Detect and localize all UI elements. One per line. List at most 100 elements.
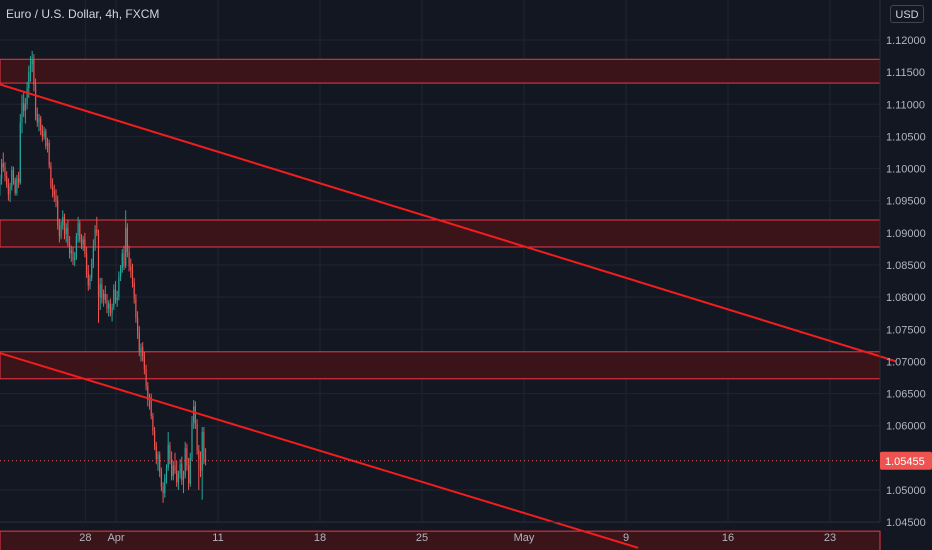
candle[interactable] — [67, 227, 69, 245]
candle[interactable] — [179, 464, 181, 474]
candle[interactable] — [48, 142, 50, 166]
trendline[interactable] — [0, 352, 639, 549]
candle[interactable] — [155, 446, 157, 460]
candle[interactable] — [31, 59, 33, 65]
candle[interactable] — [186, 448, 188, 466]
candle[interactable] — [89, 277, 91, 286]
candle[interactable] — [16, 178, 18, 193]
candle[interactable] — [131, 270, 134, 283]
candle[interactable] — [23, 103, 25, 111]
candle[interactable] — [19, 122, 21, 183]
candle[interactable] — [199, 459, 202, 471]
candle[interactable] — [198, 450, 200, 460]
candle[interactable] — [29, 64, 32, 73]
candle[interactable] — [189, 457, 191, 484]
candle[interactable] — [162, 486, 164, 494]
candle[interactable] — [126, 227, 128, 253]
currency-button[interactable]: USD — [890, 5, 924, 23]
candle[interactable] — [63, 216, 66, 235]
candle[interactable] — [87, 272, 89, 286]
candle[interactable] — [182, 475, 185, 481]
candle[interactable] — [97, 232, 100, 298]
candle[interactable] — [70, 250, 72, 254]
candle[interactable] — [75, 236, 77, 258]
candle[interactable] — [50, 165, 52, 187]
candle[interactable] — [125, 227, 127, 267]
candle[interactable] — [150, 396, 152, 417]
candle[interactable] — [53, 191, 55, 196]
candle[interactable] — [82, 239, 84, 245]
candle[interactable] — [159, 454, 161, 472]
candle[interactable] — [43, 131, 45, 137]
candle[interactable] — [201, 432, 203, 471]
candle[interactable] — [14, 180, 16, 193]
candle[interactable] — [85, 253, 88, 273]
candle[interactable] — [104, 293, 106, 301]
candle[interactable] — [7, 184, 9, 195]
candle[interactable] — [152, 416, 154, 431]
candle[interactable] — [99, 284, 101, 298]
candle[interactable] — [203, 432, 205, 460]
candle[interactable] — [72, 250, 74, 260]
resistance-zone[interactable] — [0, 58, 881, 84]
candle[interactable] — [118, 276, 120, 298]
candle[interactable] — [77, 223, 79, 237]
candle[interactable] — [92, 245, 94, 264]
candle[interactable] — [9, 186, 11, 195]
candle[interactable] — [169, 445, 171, 460]
candle[interactable] — [133, 283, 135, 299]
candle[interactable] — [36, 113, 38, 123]
candle[interactable] — [119, 268, 122, 277]
candle[interactable] — [34, 85, 37, 114]
candle[interactable] — [101, 284, 103, 299]
candle[interactable] — [80, 239, 83, 245]
candle[interactable] — [60, 225, 62, 237]
candle[interactable] — [196, 424, 198, 451]
candle[interactable] — [145, 369, 147, 386]
candle[interactable] — [143, 356, 145, 370]
candle[interactable] — [51, 186, 54, 192]
candle[interactable] — [204, 459, 207, 462]
candle[interactable] — [167, 445, 169, 468]
candle[interactable] — [2, 163, 4, 168]
candle[interactable] — [45, 131, 47, 147]
candle[interactable] — [4, 167, 6, 177]
candle[interactable] — [113, 289, 115, 307]
candle[interactable] — [12, 169, 15, 181]
candle[interactable] — [136, 317, 139, 333]
candle[interactable] — [74, 257, 76, 260]
candle[interactable] — [128, 252, 130, 267]
candle[interactable] — [194, 406, 196, 425]
candle[interactable] — [187, 465, 190, 484]
candle[interactable] — [160, 472, 162, 487]
candle[interactable] — [165, 467, 168, 479]
resistance-zone[interactable] — [0, 219, 881, 248]
candle[interactable] — [181, 464, 183, 481]
candle[interactable] — [91, 263, 93, 278]
candle[interactable] — [46, 142, 49, 147]
candle[interactable] — [109, 303, 111, 314]
candle[interactable] — [68, 244, 71, 254]
candle[interactable] — [147, 385, 149, 400]
candle[interactable] — [108, 303, 110, 309]
candle[interactable] — [17, 178, 20, 183]
candle[interactable] — [96, 229, 98, 233]
candle[interactable] — [138, 332, 140, 352]
resistance-zone[interactable] — [0, 351, 881, 380]
candle[interactable] — [123, 253, 125, 267]
candle[interactable] — [6, 176, 8, 185]
candle[interactable] — [121, 253, 123, 269]
candle[interactable] — [62, 216, 64, 226]
candle[interactable] — [172, 465, 174, 476]
candle[interactable] — [184, 448, 186, 476]
candle[interactable] — [84, 239, 86, 254]
candle[interactable] — [176, 470, 178, 483]
candle[interactable] — [55, 195, 57, 201]
candle[interactable] — [106, 300, 108, 309]
candle[interactable] — [11, 169, 13, 187]
candle[interactable] — [33, 59, 35, 85]
candle[interactable] — [111, 306, 113, 314]
candle[interactable] — [153, 430, 156, 447]
